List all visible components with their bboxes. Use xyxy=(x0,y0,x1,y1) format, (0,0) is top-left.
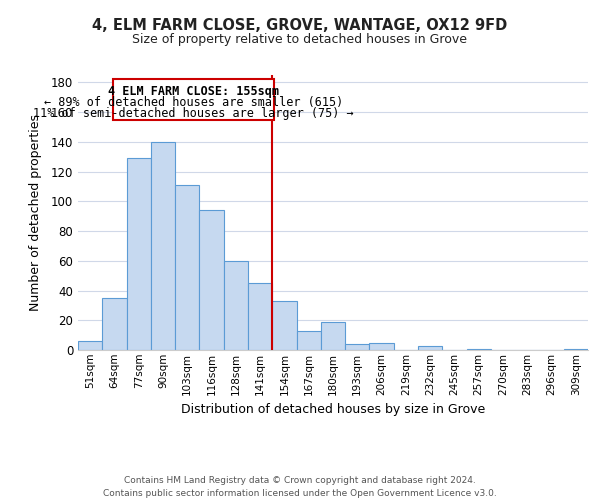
Bar xyxy=(175,185,199,350)
Text: Contains public sector information licensed under the Open Government Licence v3: Contains public sector information licen… xyxy=(103,489,497,498)
Bar xyxy=(248,283,272,350)
Bar xyxy=(78,341,102,350)
Text: 4, ELM FARM CLOSE, GROVE, WANTAGE, OX12 9FD: 4, ELM FARM CLOSE, GROVE, WANTAGE, OX12 … xyxy=(92,18,508,32)
Bar xyxy=(467,348,491,350)
Bar xyxy=(272,301,296,350)
Bar xyxy=(102,298,127,350)
Bar xyxy=(127,158,151,350)
FancyBboxPatch shape xyxy=(113,80,274,120)
Text: 11% of semi-detached houses are larger (75) →: 11% of semi-detached houses are larger (… xyxy=(33,107,353,120)
Bar xyxy=(296,330,321,350)
Text: Contains HM Land Registry data © Crown copyright and database right 2024.: Contains HM Land Registry data © Crown c… xyxy=(124,476,476,485)
Bar xyxy=(199,210,224,350)
Bar xyxy=(370,342,394,350)
Bar xyxy=(418,346,442,350)
Text: Size of property relative to detached houses in Grove: Size of property relative to detached ho… xyxy=(133,32,467,46)
Text: ← 89% of detached houses are smaller (615): ← 89% of detached houses are smaller (61… xyxy=(44,96,343,109)
Y-axis label: Number of detached properties: Number of detached properties xyxy=(29,114,43,311)
Text: 4 ELM FARM CLOSE: 155sqm: 4 ELM FARM CLOSE: 155sqm xyxy=(108,84,279,98)
Bar xyxy=(564,348,588,350)
Bar xyxy=(224,261,248,350)
X-axis label: Distribution of detached houses by size in Grove: Distribution of detached houses by size … xyxy=(181,403,485,416)
Bar xyxy=(345,344,370,350)
Bar xyxy=(321,322,345,350)
Bar xyxy=(151,142,175,350)
